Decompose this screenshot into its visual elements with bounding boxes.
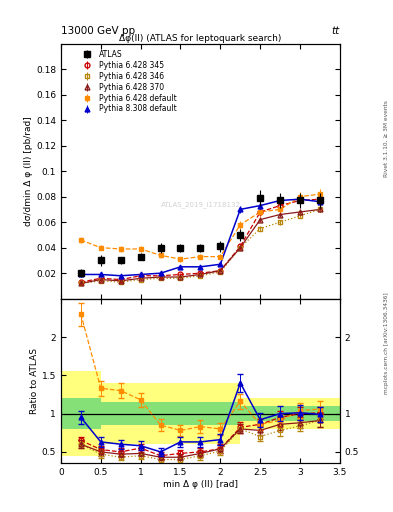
Title: Δφ(ll) (ATLAS for leptoquark search): Δφ(ll) (ATLAS for leptoquark search) (119, 34, 282, 42)
X-axis label: min Δ φ (ll) [rad]: min Δ φ (ll) [rad] (163, 480, 238, 489)
Legend: ATLAS, Pythia 6.428 345, Pythia 6.428 346, Pythia 6.428 370, Pythia 6.428 defaul: ATLAS, Pythia 6.428 345, Pythia 6.428 34… (79, 50, 176, 114)
Text: ATLAS_2019_I1718132: ATLAS_2019_I1718132 (160, 201, 241, 208)
Text: mcplots.cern.ch [arXiv:1306.3436]: mcplots.cern.ch [arXiv:1306.3436] (384, 292, 389, 394)
Y-axis label: Ratio to ATLAS: Ratio to ATLAS (30, 348, 39, 414)
Y-axis label: dσ/dmin Δ φ (ll) [pb/rad]: dσ/dmin Δ φ (ll) [pb/rad] (24, 116, 33, 226)
Text: Rivet 3.1.10, ≥ 3M events: Rivet 3.1.10, ≥ 3M events (384, 100, 389, 177)
Text: tt: tt (332, 26, 340, 36)
Text: 13000 GeV pp: 13000 GeV pp (61, 26, 135, 36)
